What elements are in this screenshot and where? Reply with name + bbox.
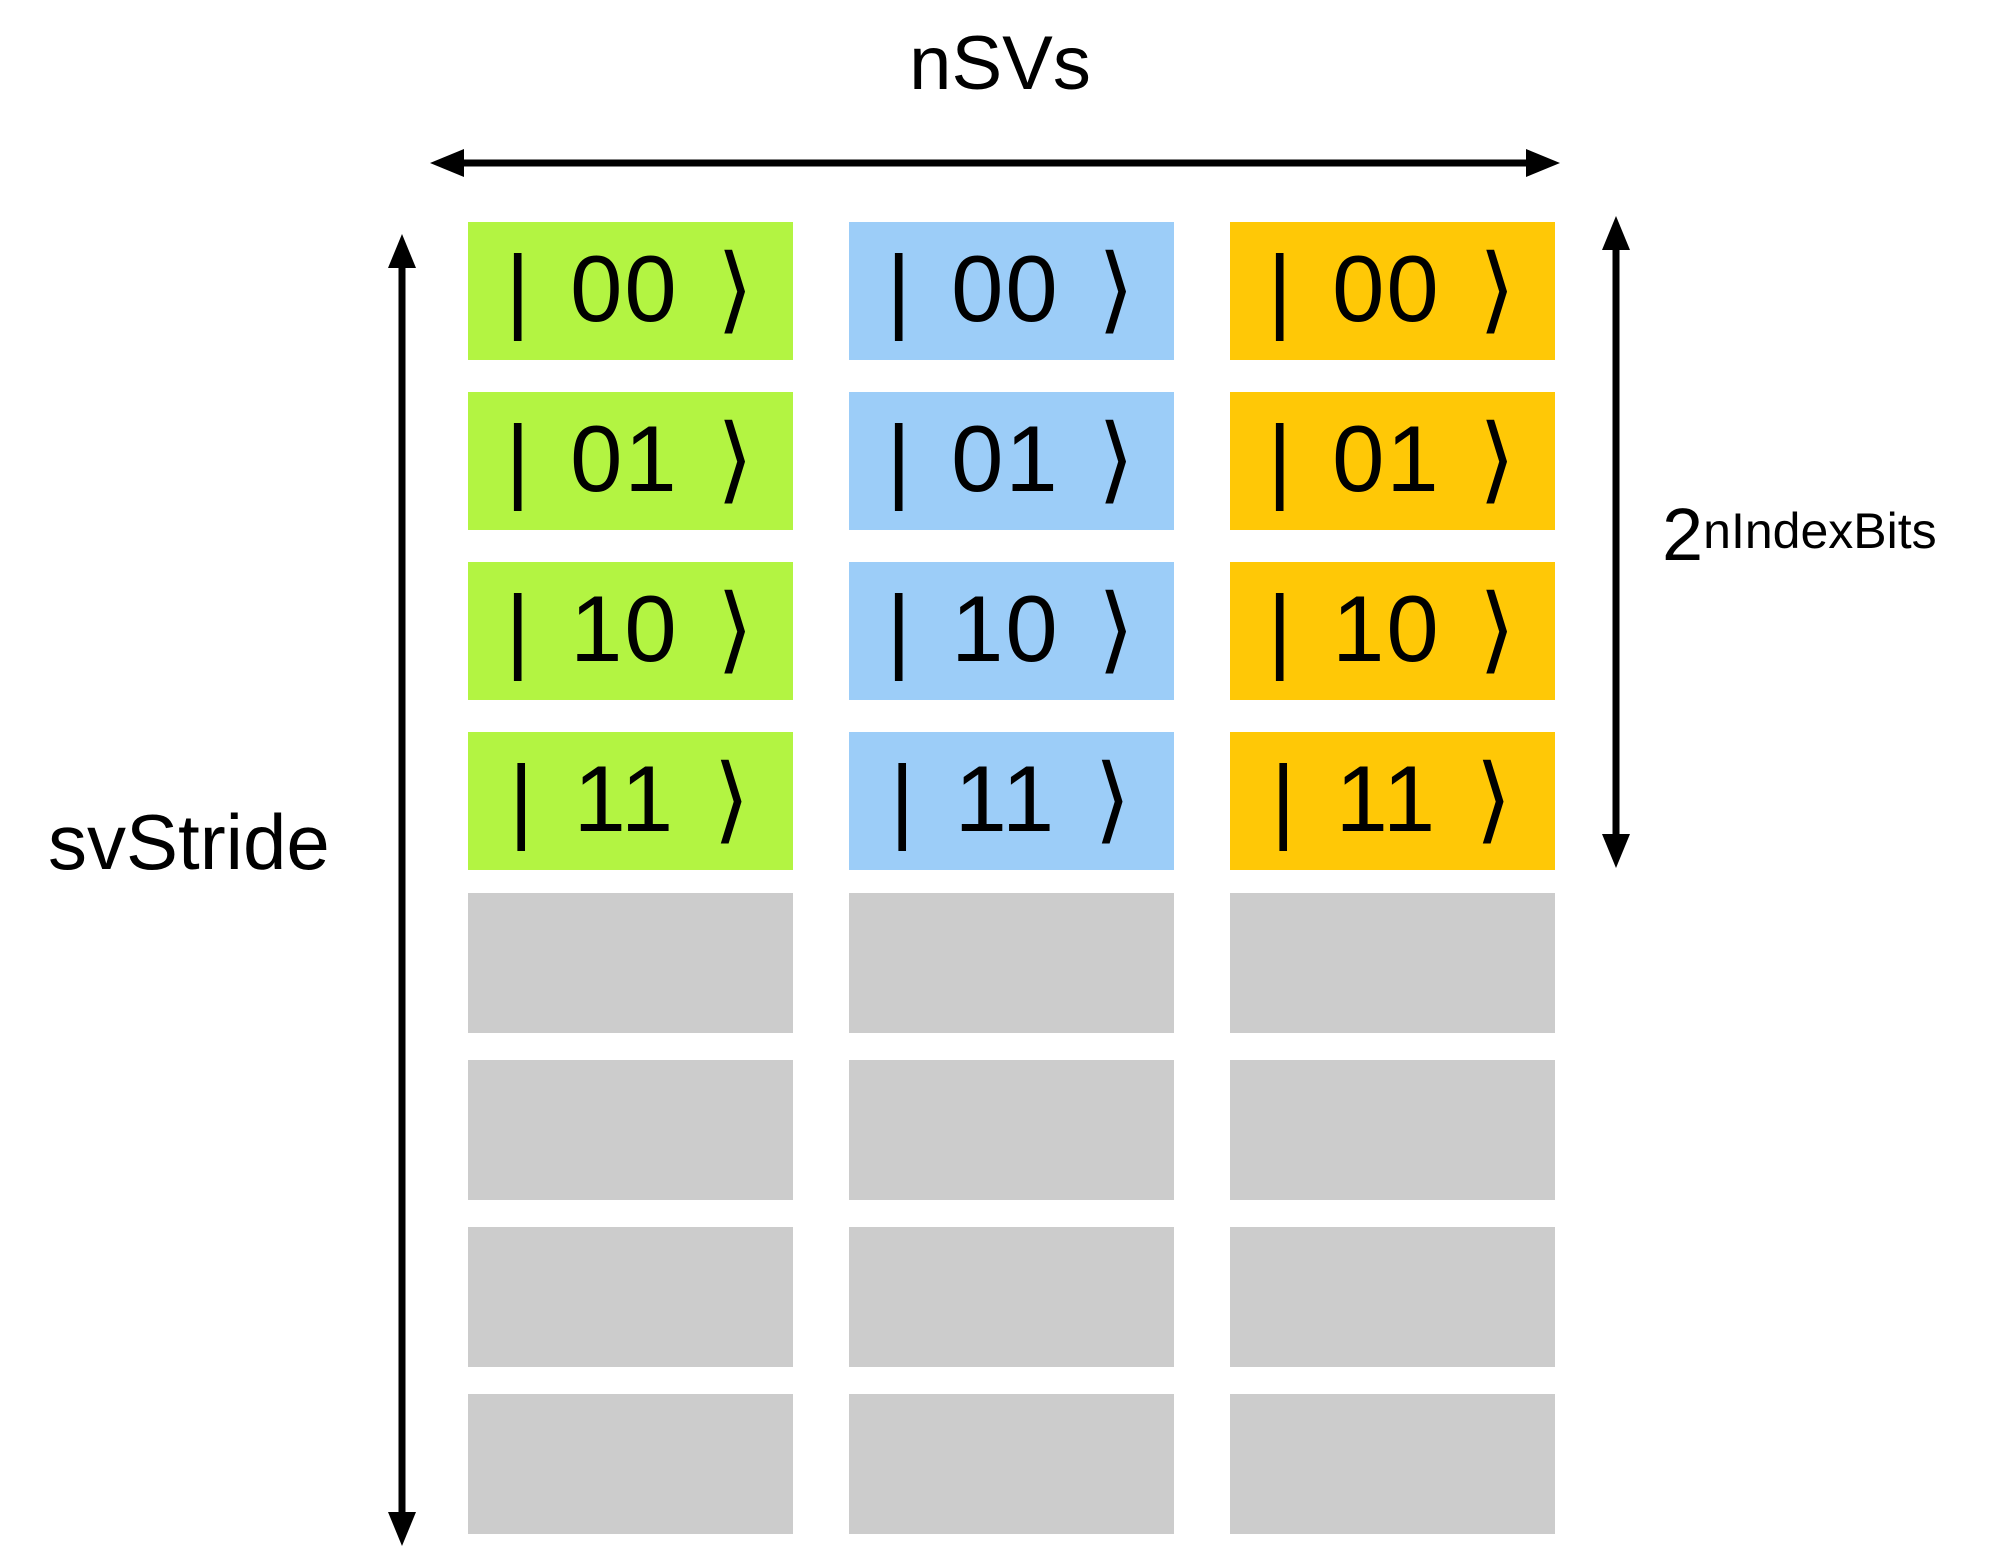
ket-cell-state-vector-0-row3: | 11 ⟩ bbox=[468, 732, 793, 870]
gray-cell-state-vector-2-row2 bbox=[1230, 1227, 1555, 1367]
ket-cell-state-vector-1-row3: | 11 ⟩ bbox=[849, 732, 1174, 870]
gray-cell-state-vector-2-row3 bbox=[1230, 1394, 1555, 1534]
ket-cell-state-vector-1-row0: | 00 ⟩ bbox=[849, 222, 1174, 360]
ket-cell-state-vector-2-row2: | 10 ⟩ bbox=[1230, 562, 1555, 700]
ket-cell-state-vector-1-row2: | 10 ⟩ bbox=[849, 562, 1174, 700]
gray-cell-state-vector-0-row3 bbox=[468, 1394, 793, 1534]
gray-cell-state-vector-0-row1 bbox=[468, 1060, 793, 1200]
gray-cell-state-vector-1-row0 bbox=[849, 893, 1174, 1033]
nindexbits-label: 2 nIndexBits bbox=[1662, 498, 1937, 572]
gray-cell-state-vector-1-row1 bbox=[849, 1060, 1174, 1200]
nsvs-arrow bbox=[430, 149, 1560, 177]
nindexbits-superscript: nIndexBits bbox=[1703, 503, 1937, 559]
nsvs-label: nSVs bbox=[909, 21, 1091, 106]
ket-cell-state-vector-2-row3: | 11 ⟩ bbox=[1230, 732, 1555, 870]
gray-cell-state-vector-1-row2 bbox=[849, 1227, 1174, 1367]
nindexbits-arrow bbox=[1602, 216, 1630, 868]
gray-cell-state-vector-2-row1 bbox=[1230, 1060, 1555, 1200]
gray-cell-state-vector-1-row3 bbox=[849, 1394, 1174, 1534]
svstride-label: svStride bbox=[48, 798, 330, 886]
ket-cell-state-vector-2-row0: | 00 ⟩ bbox=[1230, 222, 1555, 360]
gray-cell-state-vector-2-row0 bbox=[1230, 893, 1555, 1033]
ket-cell-state-vector-1-row1: | 01 ⟩ bbox=[849, 392, 1174, 530]
nindexbits-base: 2 bbox=[1662, 493, 1704, 576]
ket-cell-state-vector-0-row0: | 00 ⟩ bbox=[468, 222, 793, 360]
ket-cell-state-vector-2-row1: | 01 ⟩ bbox=[1230, 392, 1555, 530]
gray-cell-state-vector-0-row2 bbox=[468, 1227, 793, 1367]
gray-cell-state-vector-0-row0 bbox=[468, 893, 793, 1033]
svstride-arrow bbox=[388, 234, 416, 1546]
ket-cell-state-vector-0-row1: | 01 ⟩ bbox=[468, 392, 793, 530]
ket-cell-state-vector-0-row2: | 10 ⟩ bbox=[468, 562, 793, 700]
